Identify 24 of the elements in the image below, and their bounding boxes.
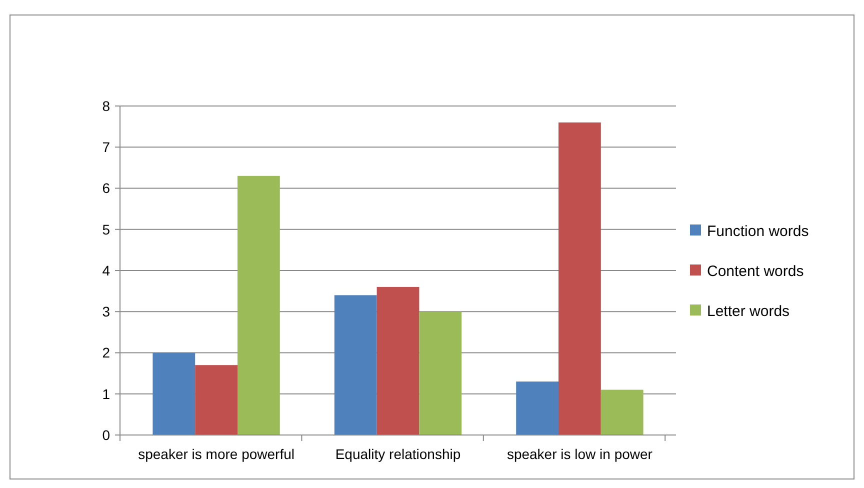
y-tick-label: 5 (102, 221, 110, 238)
legend-label: Content words (707, 262, 804, 280)
y-tick-label: 3 (102, 304, 110, 320)
y-tick-label: 0 (102, 426, 110, 443)
bar (238, 176, 280, 435)
legend-label: Function words (707, 222, 809, 240)
bar (419, 312, 462, 435)
bar (195, 365, 238, 435)
y-tick-label: 1 (102, 386, 110, 402)
y-tick-label: 7 (102, 139, 110, 156)
y-tick-label: 6 (102, 180, 110, 196)
bar (558, 122, 601, 435)
y-tick-label: 4 (102, 262, 110, 278)
bar (600, 390, 644, 435)
bar (516, 382, 558, 435)
x-tick-label: speaker is more powerful (138, 446, 295, 462)
y-tick-label: 2 (102, 344, 110, 361)
legend-label: Letter words (707, 302, 790, 320)
x-tick-label: Equality relationship (335, 446, 461, 462)
x-tick-label: speaker is low in power (506, 446, 653, 462)
bar (334, 295, 377, 435)
bar (152, 352, 196, 435)
bar (376, 286, 420, 435)
y-tick-label: 8 (102, 98, 110, 114)
